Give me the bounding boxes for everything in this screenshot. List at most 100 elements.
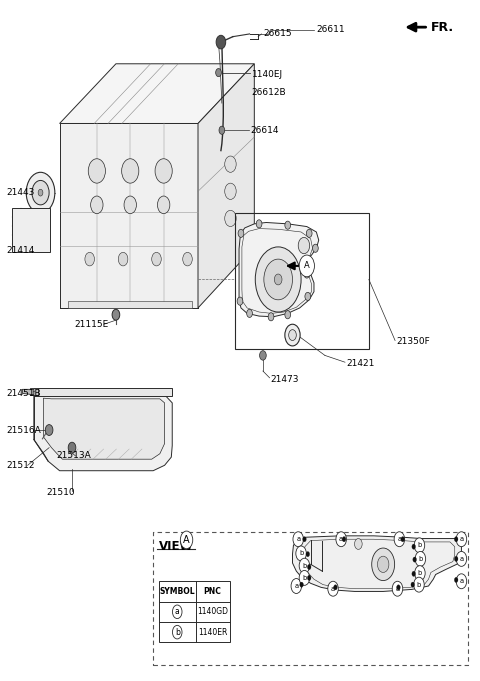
Circle shape [216, 69, 221, 77]
Circle shape [216, 35, 226, 49]
Text: 1140ER: 1140ER [198, 628, 227, 637]
Text: b: b [418, 556, 422, 562]
Text: 26615: 26615 [263, 29, 291, 38]
Circle shape [180, 531, 193, 549]
Circle shape [152, 253, 161, 266]
Circle shape [285, 324, 300, 346]
Circle shape [85, 253, 95, 266]
Bar [12, 208, 50, 253]
Circle shape [275, 274, 282, 285]
Text: 21516A: 21516A [6, 426, 41, 434]
Circle shape [157, 196, 170, 214]
Circle shape [32, 180, 49, 205]
Circle shape [293, 532, 303, 547]
Circle shape [336, 532, 347, 547]
Text: a: a [296, 536, 300, 542]
Circle shape [372, 548, 395, 581]
Circle shape [225, 183, 236, 200]
Text: 21421: 21421 [346, 359, 374, 368]
Circle shape [45, 424, 53, 435]
Polygon shape [34, 395, 172, 471]
Bar [159, 582, 229, 642]
Text: 21350F: 21350F [396, 337, 430, 347]
Circle shape [411, 582, 415, 587]
Text: VIEW: VIEW [159, 540, 193, 553]
Circle shape [377, 556, 389, 573]
Circle shape [299, 571, 310, 586]
Circle shape [225, 156, 236, 172]
Text: a: a [459, 578, 464, 584]
Polygon shape [68, 301, 192, 308]
Circle shape [328, 582, 338, 596]
Circle shape [412, 571, 416, 576]
Polygon shape [43, 398, 165, 459]
Text: FR.: FR. [431, 20, 454, 33]
Text: b: b [302, 563, 307, 569]
Circle shape [299, 558, 310, 573]
Circle shape [260, 351, 266, 360]
Circle shape [415, 552, 426, 567]
Circle shape [455, 537, 458, 542]
Circle shape [306, 552, 310, 556]
Circle shape [121, 159, 139, 183]
Circle shape [455, 577, 458, 582]
Circle shape [415, 566, 425, 581]
Circle shape [112, 309, 120, 320]
Text: a: a [397, 536, 401, 542]
Circle shape [302, 537, 306, 542]
Circle shape [172, 625, 182, 639]
Polygon shape [239, 223, 319, 317]
Text: 1140GD: 1140GD [197, 607, 228, 616]
Text: SYMBOL: SYMBOL [159, 587, 195, 596]
Circle shape [225, 210, 236, 227]
Text: 1140EJ: 1140EJ [252, 70, 283, 79]
Text: a: a [331, 586, 335, 592]
Circle shape [392, 582, 403, 596]
Text: b: b [302, 575, 307, 581]
Circle shape [304, 270, 310, 278]
Bar [153, 532, 468, 665]
Text: PNC: PNC [204, 587, 221, 596]
Text: b: b [299, 550, 303, 556]
Circle shape [172, 605, 182, 618]
Text: 21451B: 21451B [6, 389, 41, 398]
Circle shape [413, 557, 417, 562]
Polygon shape [60, 123, 198, 308]
Circle shape [26, 172, 55, 213]
Text: 21473: 21473 [271, 375, 299, 384]
Circle shape [247, 309, 252, 317]
Text: 21115E: 21115E [74, 319, 108, 329]
Circle shape [38, 189, 43, 196]
Polygon shape [30, 388, 37, 395]
Circle shape [183, 253, 192, 266]
Circle shape [298, 238, 310, 254]
Circle shape [305, 292, 311, 300]
Circle shape [88, 159, 106, 183]
Text: 26614: 26614 [251, 126, 279, 135]
Polygon shape [60, 64, 254, 123]
Circle shape [68, 442, 76, 453]
Text: b: b [418, 570, 422, 576]
Text: a: a [294, 583, 299, 589]
Text: 21513A: 21513A [56, 452, 91, 460]
Circle shape [456, 532, 467, 547]
Text: b: b [417, 542, 421, 548]
Text: 21443: 21443 [6, 188, 35, 197]
Circle shape [268, 313, 274, 321]
Text: a: a [396, 586, 399, 592]
Circle shape [414, 577, 424, 592]
Circle shape [299, 255, 314, 276]
Text: a: a [339, 536, 343, 542]
Circle shape [306, 229, 312, 238]
Text: 26612B: 26612B [252, 89, 286, 97]
Circle shape [219, 126, 225, 134]
Text: 21512: 21512 [6, 461, 35, 470]
Circle shape [455, 556, 458, 561]
Polygon shape [198, 64, 254, 308]
Circle shape [342, 537, 346, 542]
Circle shape [456, 552, 467, 567]
Circle shape [394, 532, 405, 547]
Circle shape [291, 579, 301, 593]
Circle shape [396, 585, 400, 590]
Circle shape [255, 247, 301, 312]
